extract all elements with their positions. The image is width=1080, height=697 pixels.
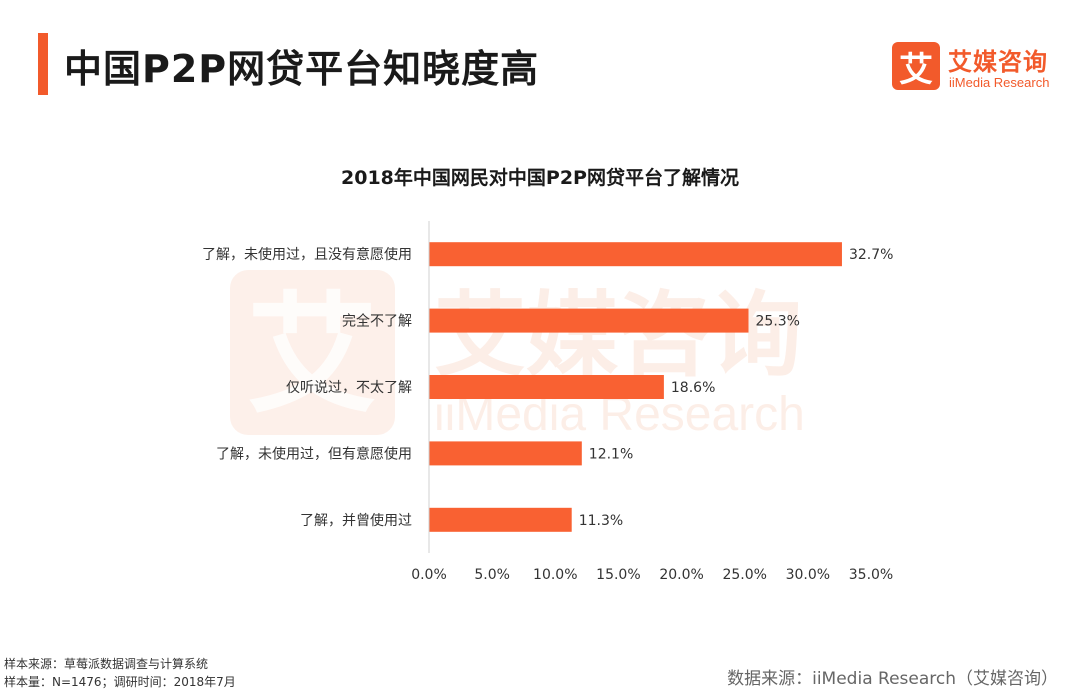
- x-tick-label: 35.0%: [849, 567, 893, 583]
- x-tick-label: 10.0%: [533, 567, 577, 583]
- category-label: 了解，未使用过，但有意愿使用: [216, 445, 412, 462]
- footer-notes: 样本来源：草莓派数据调查与计算系统 样本量：N=1476；调研时间：2018年7…: [4, 655, 236, 691]
- bars-group: 了解，未使用过，且没有意愿使用 32.7% 完全不了解 25.3% 仅听说过，不太了解 1…: [202, 242, 893, 532]
- category-label: 仅听说过，不太了解: [286, 380, 412, 396]
- x-tick-label: 30.0%: [786, 567, 830, 583]
- brand-logo: 艾 艾媒咨询 iiMedia Research: [892, 42, 1062, 94]
- value-label: 12.1%: [589, 446, 633, 462]
- value-label: 18.6%: [671, 380, 715, 396]
- x-tick-label: 5.0%: [474, 567, 510, 583]
- x-tick-labels: 0.0% 5.0% 10.0% 15.0% 20.0% 25.0% 30.0% 35.0%: [411, 567, 893, 583]
- category-label: 完全不了解: [342, 313, 412, 330]
- category-label: 了解，未使用过，且没有意愿使用: [202, 246, 412, 263]
- bar: [429, 308, 749, 333]
- logo-name-en: iiMedia Research: [949, 75, 1050, 90]
- value-label: 25.3%: [756, 314, 800, 330]
- sample-source: 样本来源：草莓派数据调查与计算系统: [4, 657, 209, 671]
- x-tick-label: 25.0%: [722, 567, 766, 583]
- x-tick-label: 15.0%: [596, 567, 640, 583]
- x-tick-label: 20.0%: [659, 567, 703, 583]
- logo-icon: 艾: [892, 42, 940, 90]
- value-label: 11.3%: [579, 513, 623, 529]
- bar: [429, 441, 582, 466]
- logo-name-cn: 艾媒咨询: [948, 48, 1048, 76]
- page-title: 中国P2P网贷平台知晓度高: [64, 47, 540, 91]
- chart-title: 2018年中国网民对中国P2P网贷平台了解情况: [341, 167, 739, 189]
- x-tick-label: 0.0%: [411, 567, 447, 583]
- bar: [429, 242, 842, 267]
- value-label: 32.7%: [849, 247, 893, 263]
- title-accent-bar: [38, 33, 48, 95]
- category-label: 了解，并曾使用过: [300, 512, 412, 529]
- bar: [429, 507, 572, 532]
- data-source: 数据来源：iiMedia Research（艾媒咨询）: [727, 669, 1058, 689]
- sample-size: 样本量：N=1476；调研时间：2018年7月: [4, 675, 236, 689]
- bar: [429, 375, 664, 399]
